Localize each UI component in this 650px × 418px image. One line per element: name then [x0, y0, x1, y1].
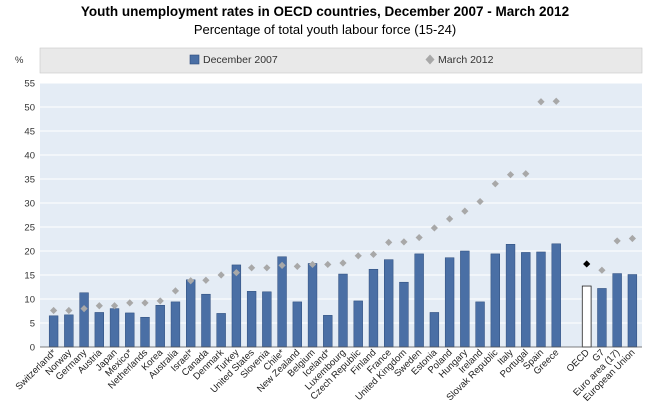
marker-march-2012	[446, 215, 454, 223]
marker-march-2012	[263, 264, 271, 272]
y-axis-unit-label: %	[15, 55, 24, 66]
marker-march-2012	[369, 250, 378, 258]
chart-subtitle: Percentage of total youth labour force (…	[193, 22, 457, 37]
marker-march-2012	[110, 302, 119, 310]
y-axis-ticks: 0 5 10 15 20 25 30 35 40 45 50 55	[24, 79, 35, 354]
bar-december-2007	[170, 301, 181, 348]
marker-march-2012	[156, 297, 164, 305]
bar-december-2007	[79, 292, 89, 348]
bar-december-2007	[521, 252, 531, 348]
marker-march-2012	[308, 260, 317, 269]
marker-march-2012	[522, 170, 530, 178]
marker-march-2012	[385, 238, 393, 246]
bar-december-2007	[307, 263, 318, 348]
bar-december-2007	[109, 308, 120, 348]
marker-march-2012	[339, 259, 347, 267]
y-tick-label: 15	[24, 271, 35, 282]
legend-diamond-icon	[425, 54, 435, 65]
bar-december-2007	[201, 293, 211, 348]
marker-march-2012	[491, 180, 499, 188]
marker-march-2012	[354, 252, 362, 260]
bar-december-2007	[414, 253, 424, 348]
bar-december-2007	[155, 304, 165, 348]
y-tick-label: 55	[24, 79, 35, 90]
marker-march-2012	[50, 306, 58, 315]
marker-march-2012	[598, 266, 606, 274]
bar-december-2007	[292, 301, 302, 348]
y-tick-label: 5	[30, 319, 35, 330]
marker-march-2012	[415, 233, 423, 242]
marker-march-2012	[80, 305, 88, 313]
bar-december-2007	[262, 291, 272, 348]
legend-label-december-2007: December 2007	[203, 54, 278, 66]
bar-december-2007	[460, 250, 470, 348]
marker-march-2012	[506, 171, 515, 179]
marker-march-2012	[126, 299, 134, 307]
bar-december-2007	[536, 251, 546, 348]
marker-march-2012	[95, 302, 103, 310]
marker-march-2012	[628, 234, 636, 243]
y-tick-label: 0	[30, 343, 35, 354]
y-tick-label: 30	[24, 199, 35, 210]
bar-december-2007	[597, 288, 607, 348]
bar-december-2007	[186, 279, 196, 348]
bar-december-2007	[48, 315, 59, 348]
y-tick-label: 50	[24, 103, 35, 114]
bar-december-2007	[505, 244, 516, 348]
bar-chart: December 2007 March 2012 % 0 5 10 15 20 25 30 3…	[14, 47, 643, 404]
chart-title: Youth unemployment rates in OECD countri…	[80, 4, 570, 19]
y-tick-label: 45	[24, 127, 35, 138]
marker-march-2012	[476, 197, 484, 206]
bar-december-2007	[231, 264, 242, 348]
bar-december-2007	[338, 273, 348, 348]
bar-december-2007	[94, 312, 104, 348]
bar-december-2007	[429, 312, 440, 348]
x-tick-label: OECD	[565, 347, 592, 374]
bar-december-2007	[627, 274, 638, 348]
marker-march-2012	[324, 260, 332, 269]
legend: December 2007 March 2012	[39, 47, 643, 74]
marker-march-2012	[217, 271, 225, 279]
marker-march-2012	[65, 306, 73, 315]
bar-december-2007	[323, 315, 333, 348]
y-tick-label: 25	[24, 223, 35, 234]
marker-march-2012	[400, 238, 408, 246]
marker-march-2012	[248, 264, 256, 272]
bar-december-2007	[277, 256, 287, 348]
legend-label-march-2012: March 2012	[438, 54, 494, 66]
marker-march-2012	[187, 277, 195, 285]
bar-december-2007	[490, 253, 500, 348]
bar-december-2007	[384, 259, 394, 348]
bar-december-2007	[125, 312, 135, 348]
bar-december-2007	[368, 268, 379, 348]
bar-december-2007	[353, 300, 363, 348]
bar-december-2007	[581, 285, 592, 348]
legend-bar-icon	[189, 54, 200, 65]
marker-march-2012	[141, 299, 149, 307]
bar-december-2007	[399, 281, 409, 348]
bar-december-2007	[246, 291, 257, 348]
bar-december-2007	[444, 257, 455, 348]
bar-december-2007	[612, 273, 622, 348]
bar-december-2007	[551, 243, 561, 348]
marker-march-2012	[613, 237, 621, 245]
bar-december-2007	[216, 313, 226, 348]
y-tick-label: 40	[24, 151, 35, 162]
y-tick-label: 20	[24, 247, 35, 258]
marker-march-2012	[552, 97, 560, 105]
bar-december-2007	[475, 301, 485, 348]
y-tick-label: 35	[24, 175, 35, 186]
marker-march-2012	[537, 98, 545, 106]
x-axis-labels: Switzerland*NorwayGermanyAustriaJapanMex…	[14, 347, 638, 404]
marker-march-2012	[461, 207, 469, 215]
bar-december-2007	[140, 316, 150, 348]
bars	[48, 243, 638, 348]
marker-march-2012	[430, 224, 438, 232]
y-tick-label: 10	[24, 295, 35, 306]
bar-december-2007	[64, 314, 74, 348]
legend-background	[39, 47, 643, 74]
